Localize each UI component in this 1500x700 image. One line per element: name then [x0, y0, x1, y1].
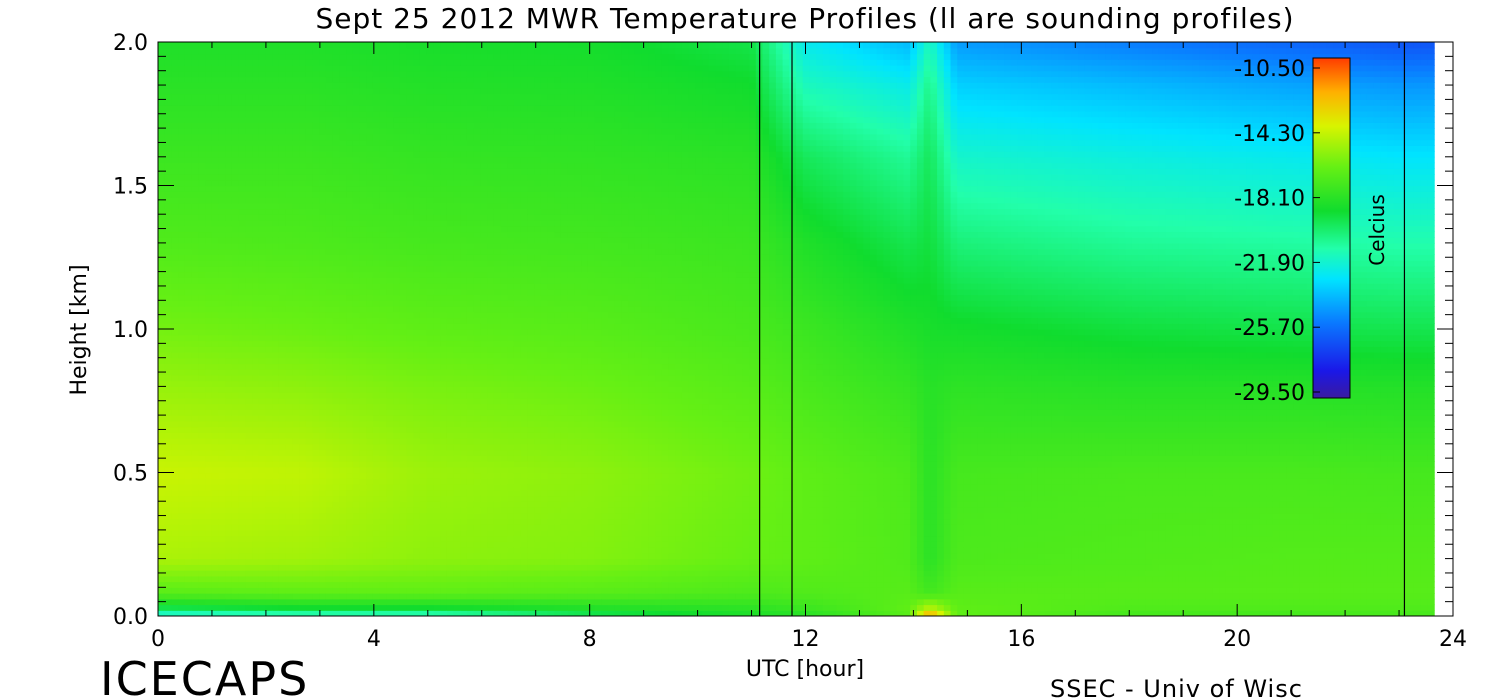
- chart-title: Sept 25 2012 MWR Temperature Profiles (l…: [315, 2, 1294, 35]
- y-tick-label: 1.0: [113, 318, 148, 343]
- icecaps-logo: ICECAPS: [100, 652, 309, 700]
- colorbar-tick-label: -25.70: [1234, 316, 1305, 341]
- x-tick-label: 12: [792, 627, 820, 652]
- colorbar-label: Celcius: [1365, 194, 1389, 265]
- y-tick-label: 0.5: [113, 462, 148, 487]
- colorbar-tick-label: -29.50: [1234, 381, 1305, 406]
- colorbar-tick-label: -14.30: [1234, 122, 1305, 147]
- x-tick-label: 4: [367, 627, 381, 652]
- colorbar-gradient: [1313, 58, 1350, 398]
- x-tick-label: 16: [1007, 627, 1035, 652]
- y-tick-label: 1.5: [113, 175, 148, 200]
- x-tick-label: 8: [583, 627, 597, 652]
- y-tick-label: 2.0: [113, 31, 148, 56]
- colorbar-tick-label: -10.50: [1234, 57, 1305, 82]
- y-tick-label: 0.0: [113, 605, 148, 630]
- credit-text: SSEC - Univ of Wisc: [1050, 675, 1303, 700]
- colorbar-tick-label: -18.10: [1234, 187, 1305, 212]
- x-tick-label: 0: [151, 627, 165, 652]
- x-tick-label: 24: [1439, 627, 1467, 652]
- colorbar-tick-label: -21.90: [1234, 251, 1305, 276]
- x-tick-label: 20: [1223, 627, 1251, 652]
- x-axis-label: UTC [hour]: [746, 657, 864, 682]
- y-axis-label: Height [km]: [67, 264, 92, 395]
